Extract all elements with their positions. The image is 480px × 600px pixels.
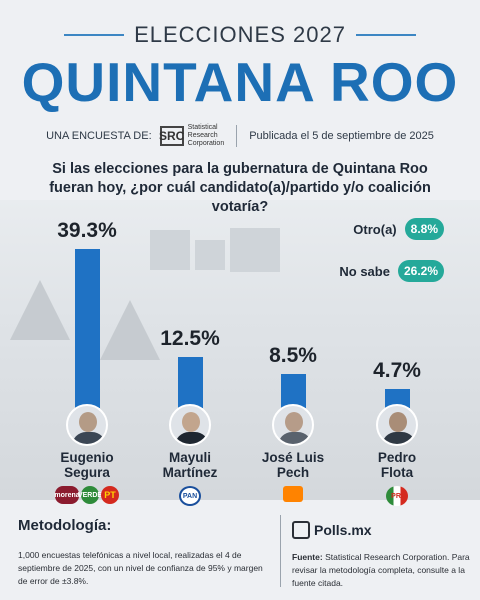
party-logos: morena VERDE PT (47, 486, 127, 504)
polls-logo: Polls.mx (292, 521, 372, 539)
pollster-logo: SRC Statistical Research Corporation (159, 124, 225, 148)
party-logos: PRI (357, 486, 437, 506)
party-logo-pri: PRI (386, 486, 408, 506)
building-silhouette (150, 230, 190, 270)
byline: UNA ENCUESTA DE: SRC Statistical Researc… (0, 124, 480, 148)
pollster-name: Statistical Research Corporation (188, 124, 225, 148)
poll-question: Si las elecciones para la gubernatura de… (49, 161, 431, 215)
palm-tree-silhouette (100, 300, 160, 360)
bar-value-label: 8.5% (269, 343, 317, 367)
kicker-line-left (64, 34, 125, 36)
candidate-avatar (169, 404, 211, 446)
footer-divider (280, 515, 281, 587)
candidate-card: Pedro Flota PRI (357, 404, 437, 506)
page-title: QUINTANA ROO (21, 51, 459, 113)
party-logo-pan: PAN (179, 486, 201, 506)
party-logo-pt: PT (101, 486, 119, 504)
source-label: Fuente: (292, 552, 323, 562)
candidate-name: Pedro Flota (357, 450, 437, 480)
candidate-first-name: Pedro (377, 450, 417, 465)
candidate-first-name: José Luis (261, 450, 325, 465)
pollster-name-line2: Research (187, 132, 218, 139)
kicker-line-right (355, 34, 416, 36)
candidate-avatar (376, 404, 418, 446)
party-logo-morena: morena (54, 486, 80, 504)
candidate-card: José Luis Pech MC (253, 404, 333, 502)
side-stat-label: No sabe (339, 263, 390, 279)
bar-value-label: 39.3% (57, 218, 117, 242)
footer: Metodología: 1,000 encuestas telefónicas… (0, 515, 480, 600)
vote-chart: 39.3% 12.5% 8.5% 4.7% (0, 200, 480, 420)
byline-prefix: UNA ENCUESTA DE: (46, 130, 152, 142)
bar-3 (280, 373, 306, 408)
pollster-abbr: SRC (159, 126, 184, 146)
polls-chart-icon (292, 521, 310, 539)
candidate-name: Mayuli Martínez (150, 450, 230, 480)
polls-brand: Polls.mx (314, 522, 372, 538)
side-stat-undecided: No sabe 26.2% (339, 260, 444, 282)
candidate-name: Eugenio Segura (47, 450, 127, 480)
candidate-last-name: Segura (64, 465, 110, 480)
candidate-first-name: Mayuli (168, 450, 211, 465)
building-silhouette (195, 240, 225, 270)
byline-divider (236, 125, 238, 147)
kicker-text: ELECCIONES 2027 (134, 22, 346, 47)
side-stat-other: Otro(a) 8.8% (353, 218, 444, 240)
party-logo-mc: MC (283, 486, 303, 502)
palm-tree-silhouette (10, 280, 70, 340)
published-date: Publicada el 5 de septiembre de 2025 (249, 130, 434, 142)
candidate-card: Eugenio Segura morena VERDE PT (47, 404, 127, 504)
bar-2 (177, 357, 203, 408)
candidate-avatar (66, 404, 108, 446)
side-stat-label: Otro(a) (353, 221, 397, 237)
source-text: Statistical Research Corporation. Para r… (292, 552, 470, 588)
side-stat-value-pill: 8.8% (404, 218, 444, 240)
party-logos: MC (253, 486, 333, 502)
candidate-last-name: Pech (276, 465, 310, 480)
candidate-last-name: Martínez (162, 465, 218, 480)
building-silhouette (230, 228, 280, 272)
side-stat-value-pill: 26.2% (397, 260, 444, 282)
bar-value-label: 12.5% (160, 327, 220, 351)
source-note: Fuente: Statistical Research Corporation… (292, 551, 472, 590)
kicker-row: ELECCIONES 2027 (0, 22, 480, 48)
header: ELECCIONES 2027 QUINTANA ROO UNA ENCUEST… (0, 0, 480, 158)
candidate-first-name: Eugenio (60, 450, 114, 465)
party-logo-verde: VERDE (78, 486, 102, 504)
bar-4 (384, 388, 410, 408)
candidate-avatar (272, 404, 314, 446)
candidate-name: José Luis Pech (253, 450, 333, 480)
bar-value-label: 4.7% (373, 358, 421, 382)
candidate-last-name: Flota (380, 465, 414, 480)
party-logos: PAN (150, 486, 230, 506)
bar-1 (74, 248, 100, 408)
methodology-title: Metodología: (18, 517, 112, 534)
pollster-name-line1: Statistical (187, 124, 218, 131)
methodology-text: 1,000 encuestas telefónicas a nivel loca… (18, 550, 263, 586)
pollster-name-line3: Corporation (187, 140, 225, 147)
candidate-card: Mayuli Martínez PAN (150, 404, 230, 506)
